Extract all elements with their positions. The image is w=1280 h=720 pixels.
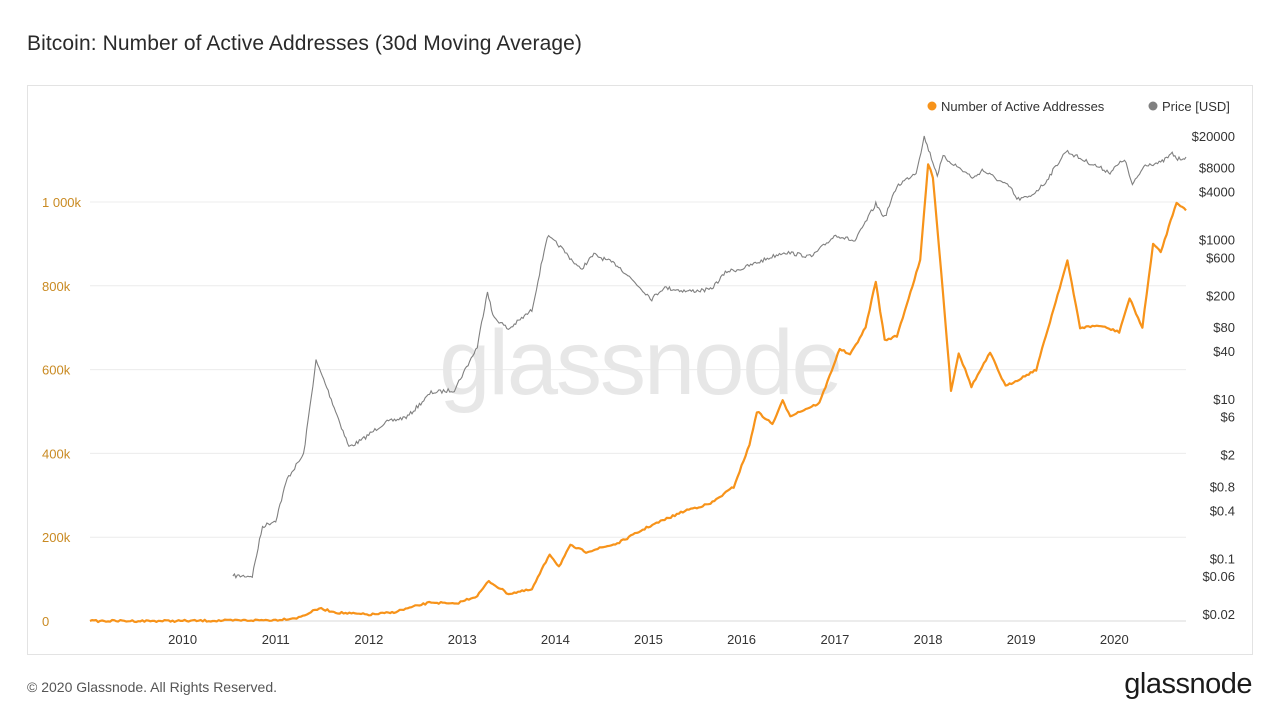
right-tick-label: $6 bbox=[1221, 410, 1235, 425]
right-tick-label: $1000 bbox=[1199, 233, 1235, 248]
x-tick-label: 2012 bbox=[354, 632, 383, 647]
chart-area: glassnode 0 200k 400k 600k 800k 1 000k $0.02 $… bbox=[27, 85, 1253, 655]
right-tick-label: $2 bbox=[1221, 448, 1235, 463]
addresses-series bbox=[89, 163, 1187, 624]
right-tick-label: $0.8 bbox=[1210, 479, 1235, 494]
left-tick-label: 600k bbox=[42, 363, 71, 378]
x-tick-label: 2011 bbox=[262, 632, 290, 647]
right-tick-label: $0.02 bbox=[1202, 607, 1235, 622]
x-tick-label: 2014 bbox=[541, 632, 570, 647]
right-tick-label: $8000 bbox=[1199, 161, 1235, 176]
right-tick-label: $200 bbox=[1206, 288, 1235, 303]
legend-item[interactable]: Number of Active Addresses bbox=[927, 99, 1105, 114]
legend-label: Number of Active Addresses bbox=[941, 99, 1105, 114]
right-tick-label: $10 bbox=[1213, 392, 1235, 407]
addresses-line bbox=[89, 163, 1187, 624]
x-tick-label: 2017 bbox=[820, 632, 849, 647]
x-tick-label: 2016 bbox=[727, 632, 756, 647]
x-tick-label: 2018 bbox=[914, 632, 943, 647]
left-axis-ticks: 0 200k 400k 600k 800k 1 000k bbox=[42, 195, 82, 629]
left-tick-label: 800k bbox=[42, 279, 71, 294]
x-tick-label: 2015 bbox=[634, 632, 663, 647]
x-tick-label: 2010 bbox=[168, 632, 197, 647]
x-tick-label: 2013 bbox=[448, 632, 477, 647]
right-tick-label: $0.06 bbox=[1202, 569, 1235, 584]
legend-marker bbox=[1148, 101, 1158, 111]
right-axis-ticks: $0.02 $0.06 $0.1 $0.4 $0.8 $2 $6 $10 $40 $80 $200 $… bbox=[1192, 129, 1235, 622]
right-tick-label: $20000 bbox=[1192, 129, 1235, 144]
page-title: Bitcoin: Number of Active Addresses (30d… bbox=[27, 32, 582, 55]
right-tick-label: $80 bbox=[1213, 320, 1235, 335]
price-line bbox=[232, 135, 1187, 579]
legend[interactable]: Number of Active Addresses Price [USD] bbox=[927, 99, 1230, 114]
right-tick-label: $600 bbox=[1206, 250, 1235, 265]
left-tick-label: 0 bbox=[42, 614, 49, 629]
price-series bbox=[232, 135, 1187, 579]
left-tick-label: 400k bbox=[42, 446, 71, 461]
x-tick-label: 2020 bbox=[1100, 632, 1129, 647]
legend-item[interactable]: Price [USD] bbox=[1148, 99, 1230, 114]
left-tick-label: 1 000k bbox=[42, 195, 82, 210]
x-tick-label: 2019 bbox=[1007, 632, 1036, 647]
legend-marker bbox=[927, 101, 937, 111]
right-tick-label: $4000 bbox=[1199, 185, 1235, 200]
legend-label: Price [USD] bbox=[1162, 99, 1230, 114]
x-axis-ticks: 2010 2011 2012 2013 2014 2015 2016 2017 2018 2019… bbox=[168, 632, 1129, 647]
right-tick-label: $40 bbox=[1213, 344, 1235, 359]
glassnode-logo[interactable]: glassnode bbox=[1124, 668, 1252, 700]
left-tick-label: 200k bbox=[42, 530, 71, 545]
copyright-text: © 2020 Glassnode. All Rights Reserved. bbox=[27, 679, 278, 695]
right-tick-label: $0.4 bbox=[1210, 503, 1235, 518]
right-tick-label: $0.1 bbox=[1210, 551, 1235, 566]
watermark-text: glassnode bbox=[439, 312, 840, 414]
